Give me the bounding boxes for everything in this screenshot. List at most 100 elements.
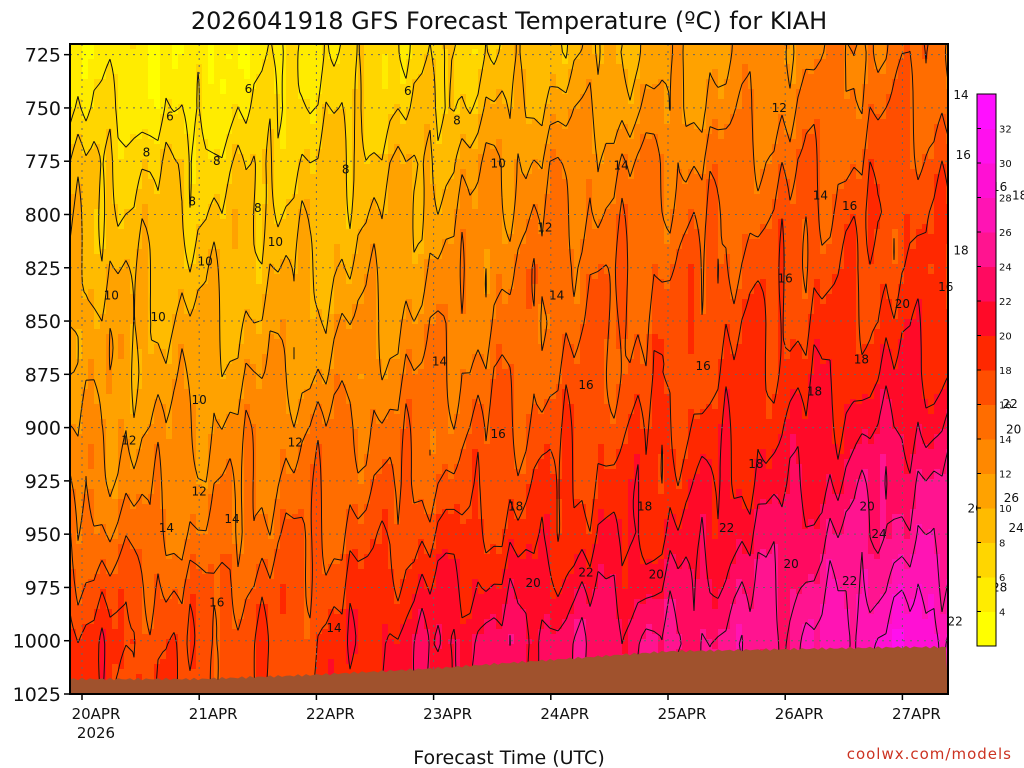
field-cell — [88, 164, 95, 170]
field-cell — [178, 384, 185, 390]
field-cell — [232, 129, 239, 135]
field-cell — [112, 49, 119, 55]
field-cell — [172, 124, 179, 130]
field-cell — [142, 569, 149, 575]
field-cell — [70, 364, 77, 370]
field-cell — [220, 94, 227, 100]
field-cell — [160, 54, 167, 60]
field-cell — [226, 674, 233, 680]
field-cell — [196, 209, 203, 215]
field-cell — [178, 129, 185, 135]
field-cell — [202, 599, 209, 605]
field-cell — [214, 634, 221, 640]
field-cell — [238, 99, 245, 105]
field-cell — [250, 284, 257, 290]
field-cell — [208, 104, 215, 110]
field-cell — [220, 54, 227, 60]
field-cell — [280, 454, 287, 460]
field-cell — [70, 169, 77, 175]
field-cell — [238, 509, 245, 515]
field-cell — [106, 439, 113, 445]
field-cell — [244, 674, 251, 680]
field-cell — [274, 374, 281, 380]
field-cell — [292, 104, 299, 110]
field-cell — [160, 644, 167, 650]
field-cell — [190, 674, 197, 680]
field-cell — [88, 454, 95, 460]
field-cell — [100, 509, 107, 515]
field-cell — [220, 254, 227, 260]
field-cell — [70, 504, 77, 510]
field-cell — [274, 409, 281, 415]
field-cell — [256, 284, 263, 290]
field-cell — [226, 559, 233, 565]
field-cell — [232, 434, 239, 440]
field-cell — [226, 474, 233, 480]
field-cell — [214, 439, 221, 445]
field-cell — [268, 579, 275, 585]
field-cell — [166, 244, 173, 250]
field-cell — [82, 289, 89, 295]
field-cell — [70, 254, 77, 260]
field-cell — [76, 194, 83, 200]
field-cell — [208, 174, 215, 180]
field-cell — [208, 309, 215, 315]
field-cell — [154, 44, 161, 50]
field-cell — [154, 549, 161, 555]
field-cell — [76, 434, 83, 440]
field-cell — [256, 84, 263, 90]
field-cell — [220, 624, 227, 630]
field-cell — [136, 494, 143, 500]
field-cell — [196, 579, 203, 585]
field-cell — [88, 389, 95, 395]
field-cell — [274, 474, 281, 480]
field-cell — [118, 344, 125, 350]
field-cell — [256, 324, 263, 330]
field-cell — [244, 519, 251, 525]
field-cell — [220, 214, 227, 220]
field-cell — [238, 274, 245, 280]
field-cell — [226, 464, 233, 470]
field-cell — [160, 314, 167, 320]
field-cell — [172, 524, 179, 530]
field-cell — [262, 469, 269, 475]
field-cell — [82, 224, 89, 230]
field-cell — [190, 239, 197, 245]
field-cell — [82, 329, 89, 335]
field-cell — [184, 419, 191, 425]
field-cell — [136, 89, 143, 95]
field-cell — [238, 649, 245, 655]
field-cell — [226, 389, 233, 395]
field-cell — [220, 389, 227, 395]
field-cell — [148, 644, 155, 650]
field-cell — [70, 69, 77, 75]
field-cell — [142, 354, 149, 360]
field-cell — [124, 484, 131, 490]
field-cell — [124, 199, 131, 205]
field-cell — [262, 179, 269, 185]
field-cell — [292, 339, 299, 345]
field-cell — [262, 174, 269, 180]
field-cell — [136, 414, 143, 420]
field-cell — [172, 534, 179, 540]
field-cell — [154, 504, 161, 510]
field-cell — [166, 629, 173, 635]
field-cell — [184, 664, 191, 670]
field-cell — [118, 604, 125, 610]
field-cell — [166, 419, 173, 425]
field-cell — [124, 114, 131, 120]
field-cell — [220, 104, 227, 110]
field-cell — [148, 454, 155, 460]
field-cell — [292, 44, 299, 50]
field-cell — [88, 629, 95, 635]
field-cell — [196, 439, 203, 445]
field-cell — [76, 624, 83, 630]
field-cell — [268, 334, 275, 340]
field-cell — [76, 499, 83, 505]
field-cell — [280, 269, 287, 275]
field-cell — [202, 524, 209, 530]
field-cell — [286, 54, 293, 60]
field-cell — [292, 319, 299, 325]
field-cell — [118, 399, 125, 405]
field-cell — [190, 64, 197, 70]
